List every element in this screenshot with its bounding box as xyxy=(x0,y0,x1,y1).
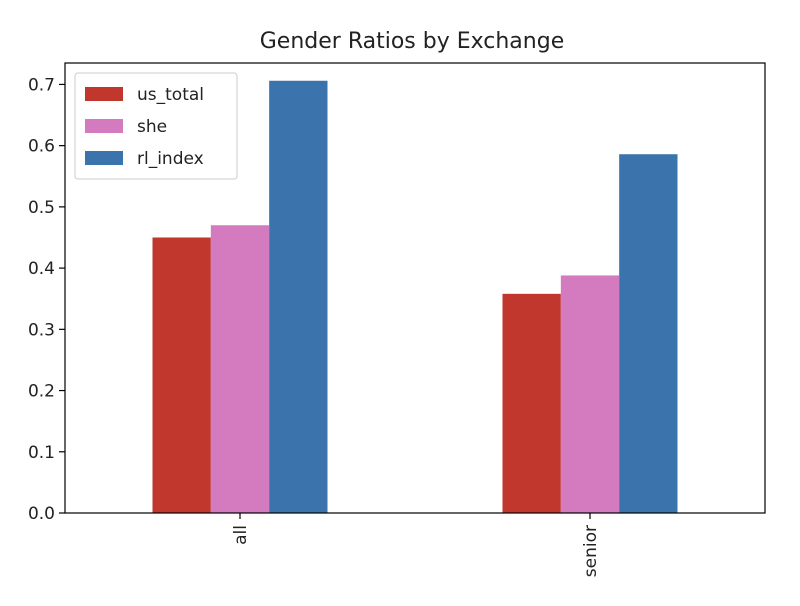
x-axis: all senior xyxy=(231,513,601,577)
y-tick-label-6: 0.6 xyxy=(28,137,55,157)
y-tick-label-2: 0.2 xyxy=(28,382,55,402)
legend-label-us_total: us_total xyxy=(137,85,204,105)
y-tick-label-1: 0.1 xyxy=(28,443,55,463)
y-axis: 0.0 0.1 0.2 0.3 0.4 0.5 0.6 0.7 xyxy=(28,75,65,524)
plot-frame xyxy=(64,62,766,514)
legend-swatch-rl_index xyxy=(85,151,123,165)
x-tick-label-all: all xyxy=(231,525,251,545)
chart-title: Gender Ratios by Exchange xyxy=(260,29,564,54)
bars-layer xyxy=(152,80,678,514)
bar-rl_index-senior xyxy=(619,154,678,513)
y-tick-label-3: 0.3 xyxy=(28,320,55,340)
legend-label-rl_index: rl_index xyxy=(137,149,204,169)
legend-label-she: she xyxy=(137,117,167,137)
y-tick-label-5: 0.5 xyxy=(28,198,55,218)
y-tick-label-7: 0.7 xyxy=(28,75,55,95)
y-tick-label-0: 0.0 xyxy=(28,504,55,524)
y-tick-label-4: 0.4 xyxy=(28,259,55,279)
bar-she-all xyxy=(210,225,270,513)
x-tick-label-senior: senior xyxy=(581,525,601,577)
bar-rl_index-all xyxy=(269,80,328,514)
bar-she-senior xyxy=(560,275,620,513)
bar-us_total-senior xyxy=(502,293,561,513)
bar-us_total-all xyxy=(152,237,211,513)
legend-swatch-us_total xyxy=(85,87,123,101)
legend-swatch-she xyxy=(85,119,123,133)
